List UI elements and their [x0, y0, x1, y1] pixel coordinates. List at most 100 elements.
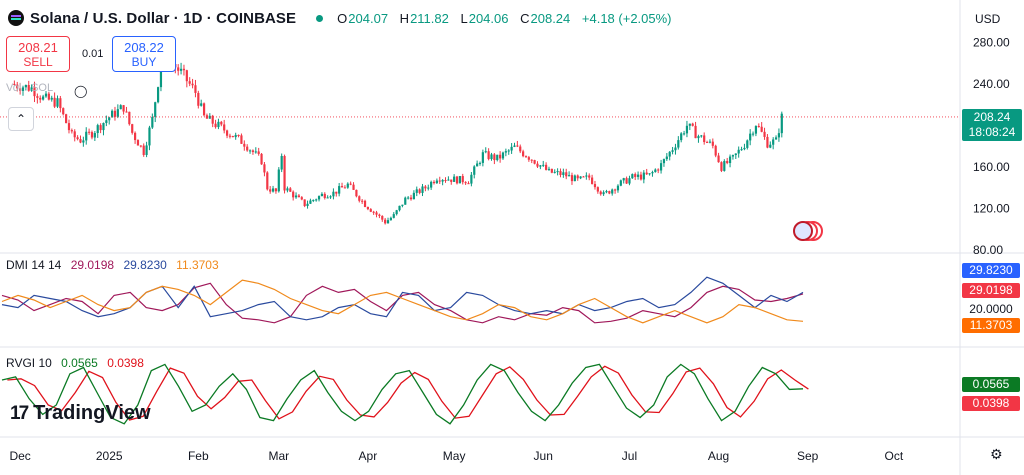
candle	[605, 189, 608, 194]
candle	[392, 212, 395, 219]
candle	[369, 208, 372, 213]
us-event-flag-icon[interactable]	[793, 221, 823, 241]
candle	[217, 118, 220, 130]
candle	[102, 122, 105, 136]
candle	[545, 162, 548, 171]
candle	[751, 131, 755, 137]
candle	[731, 154, 735, 160]
candle	[668, 151, 671, 161]
candle	[726, 157, 729, 165]
candle	[484, 147, 487, 154]
settings-gear-icon[interactable]: ⚙	[990, 446, 1003, 462]
time-tick-label: Jul	[622, 449, 637, 463]
candle	[654, 168, 657, 173]
candle	[432, 180, 436, 185]
candle	[300, 196, 303, 201]
rvgi-legend: RVGI 10 0.0565 0.0398	[6, 356, 144, 370]
candle	[105, 115, 108, 127]
candle	[619, 179, 622, 187]
candle	[27, 80, 30, 92]
candle	[122, 105, 125, 115]
currency-label[interactable]: USD	[975, 12, 1001, 26]
hidden-eye-icon[interactable]: ◯	[74, 84, 88, 98]
candle	[639, 171, 643, 181]
candle	[550, 168, 553, 174]
candle	[108, 116, 111, 125]
candle	[317, 195, 321, 202]
time-tick-label: Jun	[534, 449, 553, 463]
candle	[490, 152, 493, 161]
candle	[513, 142, 516, 148]
sell-button[interactable]: 208.21 SELL	[6, 36, 70, 72]
candle	[312, 199, 315, 203]
time-tick-label: 2025	[96, 449, 123, 463]
candle	[125, 106, 128, 113]
dmi-plus-tag: 29.0198	[962, 283, 1020, 298]
candle	[424, 185, 427, 192]
candle	[240, 133, 243, 144]
candle	[682, 130, 686, 136]
candle	[389, 216, 392, 221]
dmi-ref-tag: 20.0000	[969, 302, 1013, 316]
candle	[769, 141, 772, 149]
candle	[384, 217, 387, 225]
candle	[705, 140, 709, 144]
candle	[277, 167, 280, 193]
candle	[263, 161, 266, 177]
candle	[131, 123, 134, 135]
collapse-chevron-up-icon[interactable]: ⌃	[8, 107, 34, 131]
candle	[757, 123, 760, 128]
candle	[524, 155, 528, 158]
rvgi-signal-tag: 0.0398	[962, 396, 1020, 411]
candle	[19, 82, 22, 95]
candle	[697, 134, 700, 143]
candle	[499, 151, 502, 163]
candle	[294, 192, 298, 199]
candle	[559, 168, 562, 178]
candle	[33, 81, 36, 103]
candle	[636, 171, 640, 180]
candle	[332, 188, 335, 200]
symbol-title[interactable]: Solana / U.S. Dollar · 1D · COINBASE	[30, 9, 297, 27]
buy-button[interactable]: 208.22 BUY	[112, 36, 176, 72]
candle	[430, 180, 433, 190]
candle	[723, 159, 726, 172]
candle	[496, 154, 499, 162]
candle	[260, 153, 263, 165]
candle	[289, 187, 292, 193]
candle	[467, 181, 470, 185]
dmi-adx-line	[1, 279, 804, 324]
dmi-pane	[1, 276, 804, 324]
candle	[694, 121, 697, 139]
candle	[754, 125, 758, 137]
candle	[90, 130, 94, 140]
price-tick-label: 160.00	[973, 160, 1010, 174]
dmi-minus-tag: 29.8230	[962, 263, 1020, 278]
candle	[306, 200, 309, 209]
candle	[375, 210, 378, 218]
candle	[274, 187, 278, 194]
candle	[182, 64, 186, 76]
candle	[154, 101, 157, 123]
candle	[30, 84, 33, 92]
candle	[677, 136, 680, 150]
candle	[665, 153, 668, 161]
candle	[774, 135, 778, 140]
candle	[743, 143, 746, 151]
candle	[648, 173, 651, 176]
candle	[510, 143, 513, 154]
candle	[133, 131, 137, 144]
candle	[634, 172, 637, 181]
candle	[404, 196, 407, 205]
candle	[714, 144, 717, 158]
candle	[283, 154, 286, 194]
candle	[613, 188, 617, 194]
candle	[366, 206, 370, 211]
candle	[231, 135, 234, 138]
candle	[13, 80, 16, 86]
candle	[361, 199, 364, 204]
candle	[156, 86, 160, 104]
candle	[395, 209, 398, 216]
candle	[645, 168, 648, 175]
